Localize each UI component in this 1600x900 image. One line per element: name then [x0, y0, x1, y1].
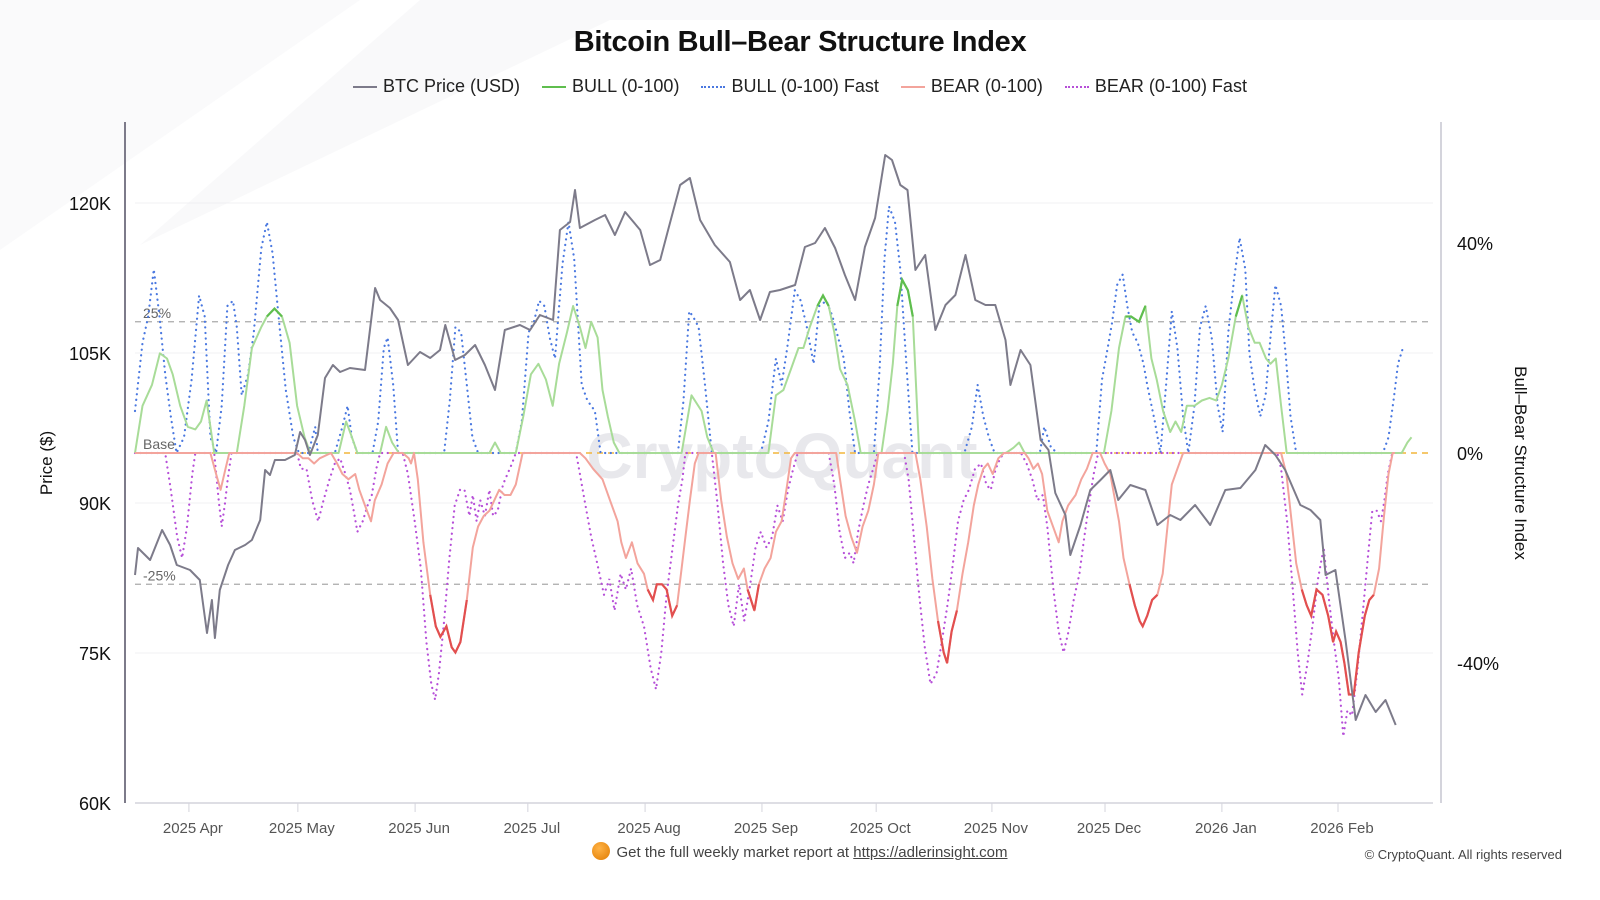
legend-item-bull-fast[interactable]: BULL (0-100) Fast [701, 76, 879, 97]
x-tick-label: 2025 Dec [1077, 820, 1142, 837]
left-tick-label: 75K [79, 644, 111, 664]
left-axis-title: Price ($) [37, 431, 56, 495]
legend-swatch [542, 85, 567, 88]
legend-item-bear[interactable]: BEAR (0-100) [900, 76, 1043, 97]
series-layer [133, 154, 1413, 737]
series-bear-0-100-strong [746, 584, 760, 611]
series-bear-0-100-fast [133, 451, 1394, 737]
legend-label: BULL (0-100) Fast [731, 76, 879, 96]
series-bear-0-100-strong [936, 610, 958, 664]
legend-item-btc-price[interactable]: BTC Price (USD) [353, 76, 520, 97]
series-bull-0-100-strong [1234, 295, 1244, 317]
left-axis-ticks: 60K 75K 90K 105K 120K [69, 194, 111, 814]
x-axis-ticks: 2025 Apr 2025 May 2025 Jun 2025 Jul 2025 Aug… [163, 803, 1374, 837]
series-bear-0-100-strong [646, 583, 679, 620]
right-tick-label: 0% [1457, 444, 1483, 464]
x-tick-label: 2025 May [269, 820, 335, 837]
x-tick-label: 2025 Nov [964, 820, 1029, 837]
series-bull-0-100-strong [896, 276, 914, 317]
left-tick-label: 105K [69, 344, 111, 364]
orange-circle-icon [592, 842, 611, 860]
series-bear-0-100-strong [429, 594, 468, 655]
reference-label: Base [143, 436, 175, 452]
x-tick-label: 2026 Feb [1310, 820, 1373, 837]
x-tick-label: 2025 Aug [617, 820, 680, 837]
x-tick-label: 2025 Sep [734, 820, 798, 837]
series-btc-price-usd [134, 154, 1397, 726]
promo-link[interactable]: https://adlerinsight.com [853, 844, 1008, 861]
x-tick-label: 2025 Apr [163, 820, 223, 837]
legend-item-bull[interactable]: BULL (0-100) [542, 76, 679, 97]
legend-label: BTC Price (USD) [383, 76, 521, 96]
legend-label: BULL (0-100) [572, 76, 680, 96]
reference-label: -25% [143, 567, 176, 583]
left-tick-label: 120K [69, 194, 111, 214]
chart-title: Bitcoin Bull–Bear Structure Index [573, 26, 1027, 58]
series-bull-0-100-strong [816, 293, 830, 307]
legend-swatch [701, 85, 726, 88]
legend-item-bear-fast[interactable]: BEAR (0-100) Fast [1064, 76, 1247, 97]
legend-swatch [353, 85, 378, 88]
x-tick-label: 2025 Jun [388, 820, 450, 837]
x-tick-label: 2025 Jul [503, 820, 560, 837]
promo-text: Get the full weekly market report at [616, 844, 854, 861]
left-tick-label: 60K [79, 794, 111, 814]
series-bear-0-100-strong [1300, 587, 1375, 696]
x-tick-label: 2025 Oct [850, 820, 912, 837]
right-axis-ticks: -40% 0% 40% [1457, 234, 1499, 674]
copyright: © CryptoQuant. All rights reserved [1364, 847, 1562, 862]
right-tick-label: -40% [1457, 654, 1499, 674]
legend-label: BEAR (0-100) [930, 76, 1043, 96]
x-tick-label: 2026 Jan [1195, 820, 1257, 837]
left-tick-label: 90K [79, 494, 111, 514]
series-bull-0-100-strong [1125, 305, 1147, 324]
series-bear-0-100-strong [1128, 584, 1159, 629]
legend-label: BEAR (0-100) Fast [1094, 76, 1247, 96]
footer-promo: Get the full weekly market report at htt… [0, 842, 1600, 861]
series-bull-0-100-strong [266, 307, 283, 318]
legend-swatch [1064, 85, 1089, 88]
legend-swatch [900, 85, 925, 88]
watermark: CryptoQuant [586, 420, 977, 492]
legend: BTC Price (USD) BULL (0-100) BULL (0-100… [0, 76, 1600, 97]
right-tick-label: 40% [1457, 234, 1493, 254]
right-axis-title: Bull–Bear Structure Index [1511, 366, 1530, 560]
series-bull-0-100 [134, 278, 1413, 454]
series-bull-0-100-fast [133, 205, 1405, 457]
series-bear-0-100 [135, 452, 1395, 696]
reference-label: 25% [143, 305, 171, 321]
